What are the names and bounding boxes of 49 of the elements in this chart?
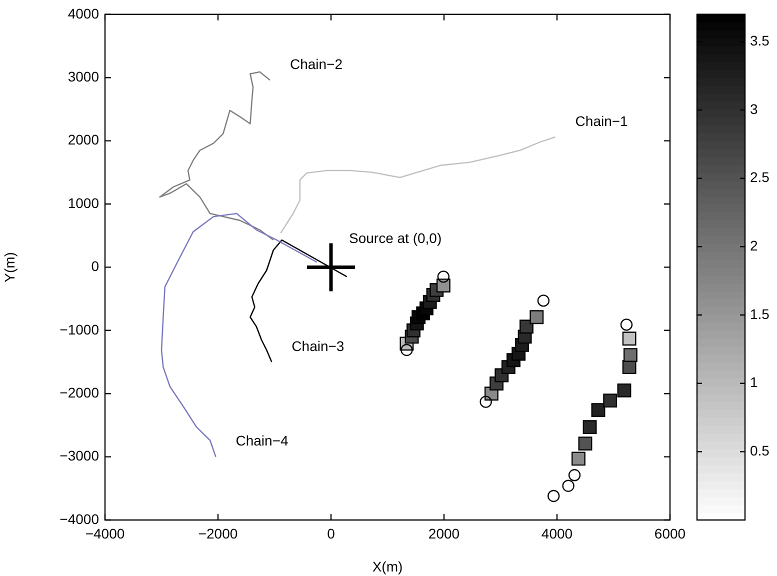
x-tick-label: −2000	[198, 525, 238, 542]
point	[617, 383, 632, 398]
point	[537, 294, 550, 307]
color-bar-label: 3	[750, 100, 758, 117]
color-bar-label: 3.5	[750, 32, 770, 49]
series-label: Chain−1	[575, 112, 628, 129]
series-label: Chain−2	[290, 56, 343, 72]
x-tick-label: 0	[327, 525, 336, 542]
y-tick-label: −1000	[60, 321, 100, 338]
y-tick-label: 2000	[68, 132, 100, 148]
point	[572, 452, 586, 466]
point	[520, 320, 534, 334]
color-bar-label: 0.5	[750, 442, 770, 459]
color-bar-label: 1	[750, 374, 758, 390]
series-label: Chain−4	[236, 432, 288, 449]
y-tick-label: 1000	[68, 194, 100, 211]
point	[480, 396, 492, 408]
y-tick-label: −4000	[60, 510, 100, 527]
point	[530, 310, 544, 324]
point	[437, 270, 450, 283]
point	[591, 403, 606, 417]
point	[562, 480, 574, 492]
y-tick-label: −2000	[60, 384, 100, 400]
y-tick-label: 4000	[68, 5, 100, 22]
point	[620, 318, 633, 331]
x-tick-label: −4000	[85, 525, 125, 542]
y-tick-label: 3000	[68, 68, 100, 84]
x-axis-title: X(m)	[372, 558, 403, 574]
point	[622, 332, 636, 346]
color-bar-label: 1.5	[750, 306, 770, 322]
y-axis-title: Y(m)	[1, 252, 18, 282]
point	[623, 348, 638, 362]
point	[568, 469, 581, 482]
point	[307, 243, 355, 292]
point	[582, 420, 597, 434]
series-label: Chain−3	[292, 338, 344, 354]
annotation: Source at (0,0)	[349, 230, 442, 246]
x-tick-label: 2000	[428, 525, 460, 542]
point	[603, 394, 618, 408]
y-tick-label: 0	[91, 258, 100, 274]
color-bar-label: 2	[750, 238, 758, 254]
x-tick-label: 4000	[541, 525, 573, 542]
color-bar-label: 2.5	[750, 169, 770, 186]
point	[436, 278, 450, 292]
y-tick-label: −3000	[60, 448, 100, 464]
point	[400, 344, 413, 356]
point	[578, 436, 592, 450]
x-tick-label: 6000	[654, 525, 686, 542]
point	[548, 490, 560, 502]
